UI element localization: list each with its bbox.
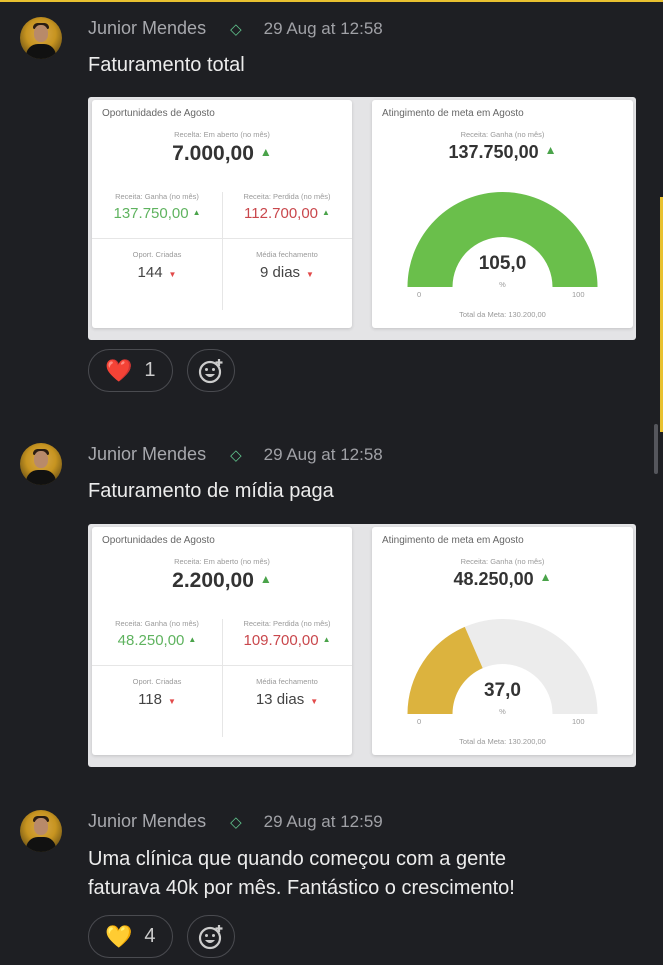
created-label: Oport. Criadas <box>132 250 182 259</box>
trend-down-icon: ▼ <box>168 697 176 706</box>
goal-total: Total da Meta: 130.200,00 <box>459 737 546 746</box>
trend-down-icon: ▼ <box>310 697 319 706</box>
reactions-bar: ❤️ 1 <box>88 349 235 392</box>
panel-title: Oportunidades de Agosto <box>102 535 215 546</box>
reaction-emoji: ❤️ <box>105 357 133 383</box>
lost-revenue-label: Receita: Perdida (no mês) <box>243 192 331 201</box>
goal-panel: Atingimento de meta em Agosto Receita: G… <box>372 527 633 755</box>
gauge-value: 105,0 <box>478 253 527 274</box>
diamond-icon: ◇ <box>230 20 242 38</box>
panel-title: Atingimento de meta em Agosto <box>382 535 524 546</box>
author-name[interactable]: Junior Mendes <box>88 18 207 38</box>
won-revenue-value: 137.750,00 <box>113 205 189 222</box>
add-reaction-button[interactable] <box>186 349 235 392</box>
gauge-max: 100 <box>572 717 585 726</box>
open-revenue-value: 2.200,00 <box>172 569 254 592</box>
won-revenue-label: Receita: Ganha (no mês) <box>115 192 199 201</box>
timestamp: 29 Aug at 12:59 <box>263 811 383 831</box>
won-revenue-label: Receita: Ganha (no mês) <box>460 130 545 139</box>
created-value: 118 <box>138 691 162 708</box>
goal-panel: Atingimento de meta em Agosto Receita: G… <box>372 100 633 328</box>
reaction-count: 4 <box>144 925 156 947</box>
avg-close-value: 13 dias <box>255 691 305 708</box>
add-reaction-button[interactable] <box>186 915 235 958</box>
gauge-fill <box>407 192 598 287</box>
divider <box>222 192 223 310</box>
won-revenue-value: 48.250,00 <box>117 632 185 649</box>
avg-close-value: 9 dias <box>260 264 301 281</box>
author-name[interactable]: Junior Mendes <box>88 811 207 831</box>
reaction-emoji: 💛 <box>105 923 133 949</box>
divider <box>222 619 223 737</box>
trend-down-icon: ▼ <box>168 270 177 279</box>
won-revenue-value: 48.250,00 <box>453 569 534 589</box>
gauge-value: 37,0 <box>484 680 521 701</box>
timestamp: 29 Aug at 12:58 <box>263 444 383 464</box>
avatar[interactable] <box>20 810 62 852</box>
trend-up-icon: ▲ <box>322 208 330 217</box>
avg-close-label: Média fechamento <box>256 677 318 686</box>
reaction-button[interactable]: 💛 4 <box>88 915 173 958</box>
trend-up-icon: ▲ <box>259 145 272 159</box>
smiley-plus-icon <box>198 924 223 949</box>
open-revenue-label: Recelta: Em aberto (no mês) <box>174 130 270 139</box>
trend-up-icon: ▲ <box>188 635 197 644</box>
message-text: Faturamento de mídia paga <box>88 480 334 502</box>
trend-up-icon: ▲ <box>322 635 331 644</box>
trend-up-icon: ▲ <box>544 143 557 157</box>
won-revenue-value: 137.750,00 <box>448 142 539 162</box>
window-border <box>660 197 663 432</box>
created-label: Oport. Criadas <box>132 677 182 686</box>
gauge-min: 0 <box>417 717 422 726</box>
gauge-fill <box>407 626 483 714</box>
message-text: Faturamento total <box>88 54 245 76</box>
trend-up-icon: ▲ <box>539 570 552 584</box>
gauge-min: 0 <box>417 290 422 299</box>
opportunities-panel: Oportunidades de Agosto Recelta: Em aber… <box>92 100 352 328</box>
goal-gauge <box>407 619 598 714</box>
timestamp: 29 Aug at 12:58 <box>263 18 383 38</box>
gauge-unit: % <box>499 707 506 716</box>
reaction-count: 1 <box>144 359 156 381</box>
created-value: 144 <box>137 264 163 281</box>
trend-up-icon: ▲ <box>259 572 272 586</box>
goal-total: Total da Meta: 130.200,00 <box>459 310 546 319</box>
lost-revenue-value: 109.700,00 <box>243 632 319 649</box>
diamond-icon: ◇ <box>230 813 242 831</box>
reaction-button[interactable]: ❤️ 1 <box>88 349 173 392</box>
avatar[interactable] <box>20 17 62 59</box>
smiley-plus-icon <box>198 358 223 383</box>
avatar[interactable] <box>20 443 62 485</box>
dashboard-image[interactable]: Oportunidades de Agosto Receita: Em aber… <box>88 524 636 767</box>
won-revenue-label: Receita: Ganha (no mês) <box>115 619 199 628</box>
won-revenue-label: Receita: Ganha (no mês) <box>460 557 545 566</box>
open-revenue-value: 7.000,00 <box>172 142 254 165</box>
lost-revenue-value: 112.700,00 <box>244 205 319 222</box>
message-line: Uma clínica que quando começou com a gen… <box>88 848 507 870</box>
gauge-max: 100 <box>572 290 585 299</box>
goal-gauge <box>407 192 598 287</box>
gauge-unit: % <box>499 280 506 289</box>
avg-close-label: Média fechamento <box>256 250 318 259</box>
author-name[interactable]: Junior Mendes <box>88 444 207 464</box>
panel-title: Oportunidades de Agosto <box>102 108 215 119</box>
open-revenue-label: Receita: Em aberto (no mês) <box>174 557 270 566</box>
scrollbar[interactable] <box>654 424 658 474</box>
opportunities-panel: Oportunidades de Agosto Receita: Em aber… <box>92 527 352 755</box>
message-text: Uma clínica que quando começou com a gen… <box>88 845 515 903</box>
lost-revenue-label: Receita: Perdida (no mês) <box>243 619 331 628</box>
trend-up-icon: ▲ <box>192 208 201 217</box>
trend-down-icon: ▼ <box>306 270 314 279</box>
panel-title: Atingimento de meta em Agosto <box>382 108 524 119</box>
reactions-bar: 💛 4 <box>88 915 235 958</box>
message-line: faturava 40k por mês. Fantástico o cresc… <box>88 877 515 899</box>
diamond-icon: ◇ <box>230 446 242 464</box>
dashboard-image[interactable]: Oportunidades de Agosto Recelta: Em aber… <box>88 97 636 340</box>
